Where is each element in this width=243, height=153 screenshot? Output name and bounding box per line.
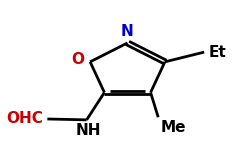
Text: Me: Me <box>161 120 186 135</box>
Text: NH: NH <box>75 123 101 138</box>
Text: Et: Et <box>209 45 226 60</box>
Text: OHC: OHC <box>7 112 43 127</box>
Text: O: O <box>71 52 84 67</box>
Text: N: N <box>121 24 134 39</box>
